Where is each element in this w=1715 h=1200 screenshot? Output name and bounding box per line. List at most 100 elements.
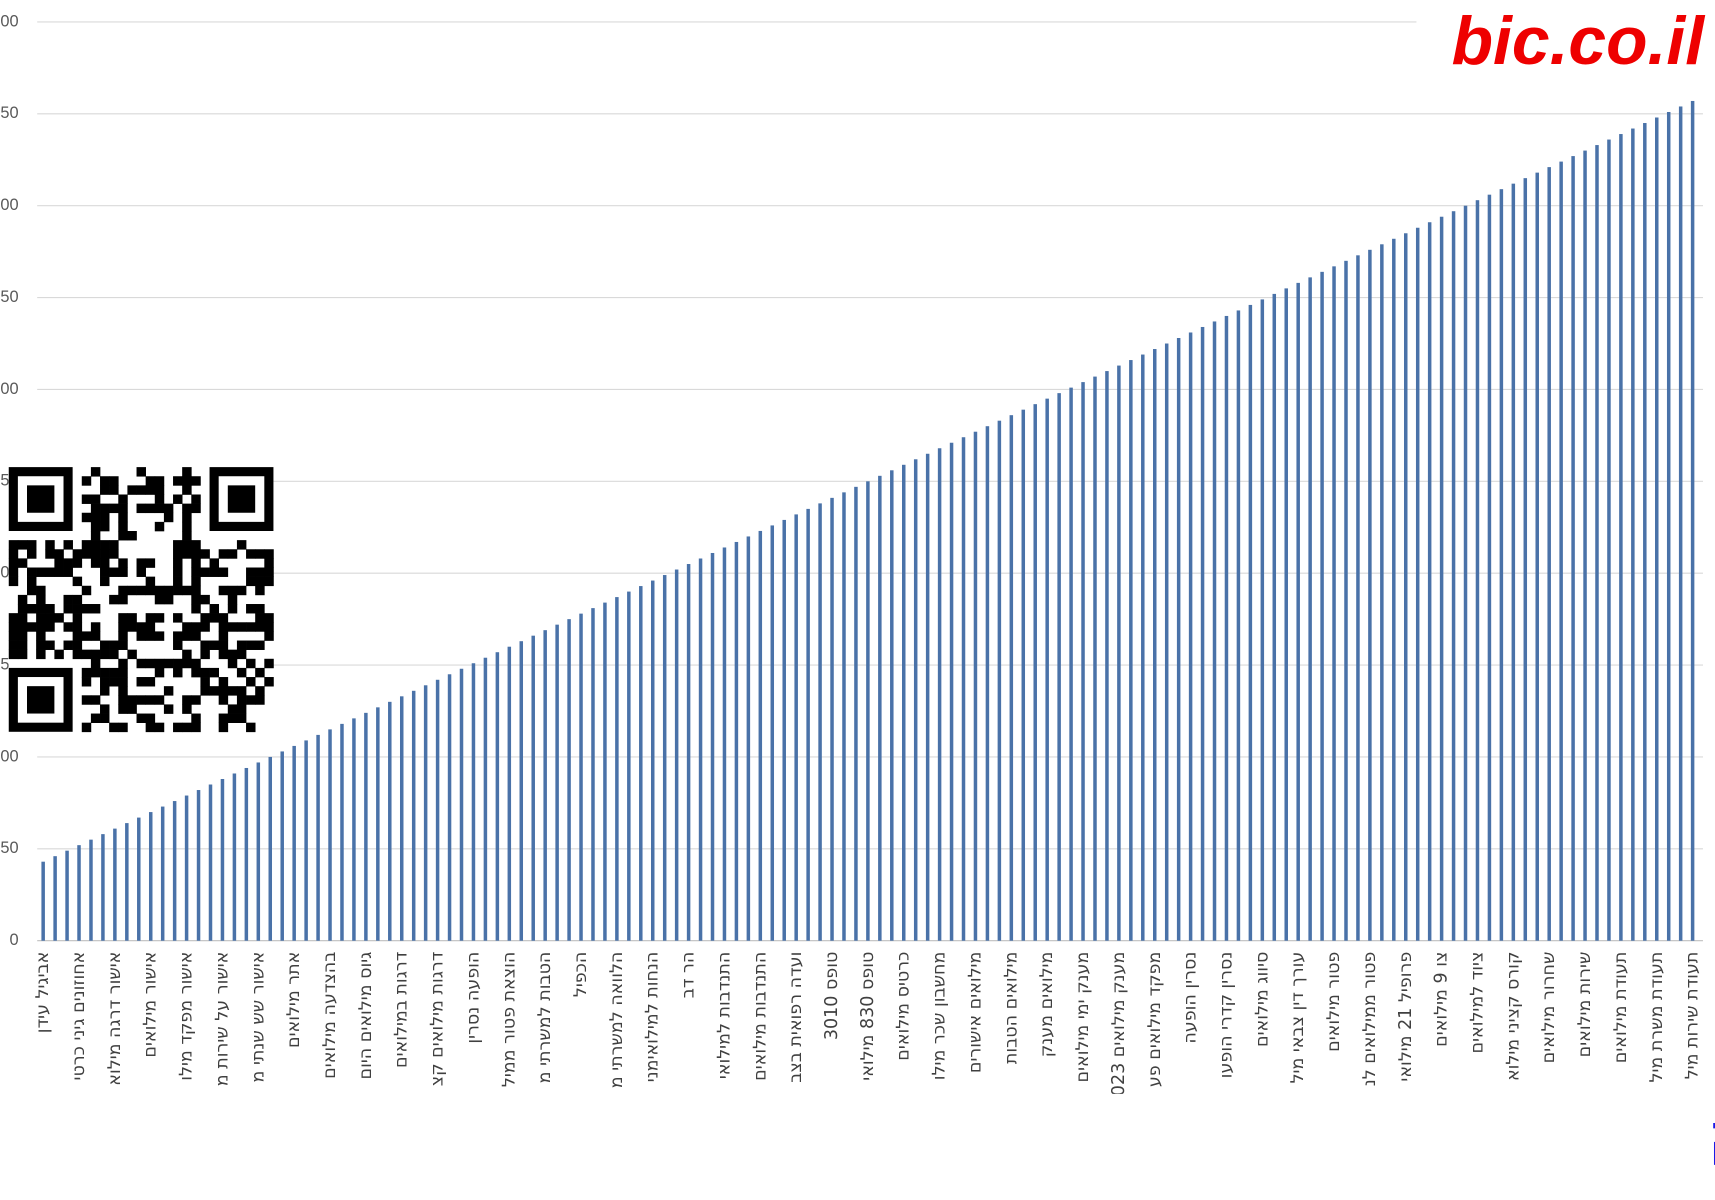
qr-module [145,713,156,723]
qr-module [227,594,238,605]
qr-module [127,530,137,541]
qr-module [136,567,146,577]
qr-module [27,576,37,587]
qr-module [255,613,265,623]
bar [1248,304,1253,941]
qr-module [81,667,92,678]
bar [1439,216,1444,941]
x-labels: אביגיל עידן אחוזונים גיני כרטי אישור דרגה … [33,952,1702,1094]
qr-module [255,667,265,678]
bar [627,591,631,941]
qr-finder [8,667,73,732]
qr-module [227,658,238,669]
qr-module [191,585,201,596]
qr-module [136,713,146,723]
x-tick-label: הלוואה למשרתי מ [607,952,627,1089]
qr-module [127,622,137,632]
x-tick-label: אחוזונים גיני כרטי [69,952,89,1081]
qr-module [209,613,220,623]
qr-module [118,494,128,504]
x-tick-label: אביגיל עידן [33,952,53,1034]
bar [53,856,57,941]
qr-module [236,649,247,660]
qr-module [100,667,110,678]
bar [519,641,524,941]
bar [495,652,500,941]
x-tick-label: דרגות מילואים קצ [428,952,448,1087]
qr-module [100,576,110,587]
x-tick-label: ועדה רפואית בצב [786,952,806,1083]
qr-module [136,631,146,641]
qr-module [154,695,165,705]
bar [208,784,213,941]
qr-module [136,485,146,495]
qr-module [81,494,92,504]
qr-module [36,631,46,641]
qr-module [200,594,210,605]
x-tick-label: אישור מפקד מילו [177,952,197,1081]
qr-module [209,686,220,696]
qr-module [100,485,110,495]
bar [1690,100,1695,941]
bar [196,790,201,941]
qr-module [209,558,220,568]
qr-module [81,631,92,641]
bar [1571,156,1575,941]
qr-module [118,503,128,514]
qr-module [45,622,55,632]
bar [1129,360,1133,941]
bar [973,431,978,941]
qr-module [118,521,128,532]
y-tick-label: 400 [0,196,19,214]
qr-module [191,594,201,605]
qr-module [255,604,265,614]
bar [854,486,858,941]
bar [1332,266,1336,941]
qr-module [264,613,274,623]
bar [1200,326,1205,941]
bar [1427,222,1432,941]
bar [1093,376,1097,941]
qr-module [255,695,265,705]
qr-module [90,549,101,559]
bar [1260,299,1265,941]
watermark: bic.co.il [1452,4,1706,79]
bar [1141,354,1145,941]
qr-module [236,713,247,723]
qr-module [72,549,83,559]
qr-module [182,704,192,714]
bar [483,657,488,941]
qr-module [236,695,247,705]
y-tick-label: 50 [0,839,18,857]
bar [1619,134,1623,941]
qr-module [54,613,64,623]
qr-module [246,658,256,669]
qr-module [17,594,28,605]
qr-module [109,594,119,605]
qr-module [45,549,55,559]
qr-module [100,677,110,687]
qr-module [127,704,137,714]
x-tick-label: אישור דרגה מילוא [105,952,125,1086]
bar [1236,310,1241,941]
qr-module [255,576,265,587]
qr-module [154,585,165,596]
bar [1212,321,1217,941]
x-tick-label: פרופיל 21 מילואי [1396,952,1416,1082]
bar [1224,315,1229,941]
qr-module [136,622,146,632]
bar [890,470,894,941]
bar [1105,371,1109,941]
bar [232,773,237,941]
qr-module [182,658,192,669]
qr-module [154,631,165,641]
qr-module [63,540,73,550]
qr-module [173,640,183,650]
qr-module [100,503,110,514]
bar [1523,178,1528,941]
qr-module [36,613,46,623]
qr-module [173,667,183,678]
qr-module [191,631,201,641]
qr-module [36,585,46,596]
qr-module [90,494,101,504]
